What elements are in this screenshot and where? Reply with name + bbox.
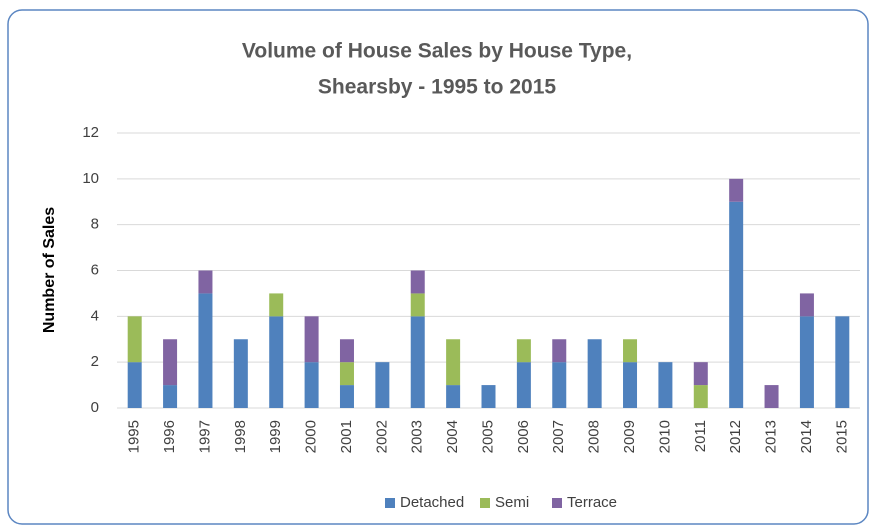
- bar-segment: [764, 385, 779, 408]
- x-tick-label: 2015: [833, 420, 850, 453]
- y-tick-label: 8: [91, 216, 99, 233]
- bar-segment: [481, 385, 496, 408]
- chart-title: Volume of House Sales by House Type,: [242, 40, 632, 63]
- legend-swatch: [480, 498, 490, 508]
- bar-segment: [623, 362, 638, 408]
- bar-segment: [233, 339, 248, 408]
- bar-segment: [446, 339, 461, 386]
- bar-segment: [375, 362, 390, 408]
- x-tick-label: 1998: [232, 420, 249, 453]
- bar-segment: [552, 339, 567, 363]
- x-tick-label: 2012: [727, 420, 744, 453]
- x-tick-label: 2002: [373, 420, 390, 453]
- chart-frame: [7, 9, 869, 525]
- legend-swatch: [552, 498, 562, 508]
- bar-segment: [163, 385, 178, 408]
- bar-segment: [693, 362, 708, 386]
- bar-segment: [799, 316, 814, 408]
- bar-segment: [799, 293, 814, 317]
- bar-segment: [410, 293, 425, 317]
- bar-segment: [198, 270, 213, 294]
- x-tick-label: 2001: [338, 420, 355, 453]
- bar-segment: [304, 316, 319, 363]
- bar-segment: [304, 362, 319, 408]
- bar-segment: [693, 385, 708, 408]
- bar-segment: [729, 178, 744, 202]
- bar-segment: [410, 270, 425, 294]
- chart-title: Shearsby - 1995 to 2015: [318, 76, 556, 99]
- x-tick-label: 2013: [763, 420, 780, 453]
- bar-segment: [623, 339, 638, 363]
- y-tick-label: 6: [91, 261, 99, 278]
- bar-segment: [269, 316, 284, 408]
- bar-segment: [729, 201, 744, 408]
- x-tick-label: 2007: [550, 420, 567, 453]
- x-tick-label: 2000: [303, 420, 320, 453]
- x-tick-label: 2010: [656, 420, 673, 453]
- x-tick-label: 1995: [126, 420, 143, 453]
- y-tick-label: 12: [82, 124, 99, 141]
- x-tick-label: 2005: [479, 420, 496, 453]
- y-tick-label: 2: [91, 353, 99, 370]
- bar-segment: [446, 385, 461, 408]
- x-tick-label: 2004: [444, 420, 461, 453]
- y-tick-label: 0: [91, 399, 99, 416]
- x-tick-label: 1999: [267, 420, 284, 453]
- y-axis-label: Number of Sales: [41, 207, 58, 333]
- x-tick-label: 2009: [621, 420, 638, 453]
- bar-segment: [516, 339, 531, 363]
- bar-segment: [198, 293, 213, 408]
- y-tick-label: 4: [91, 307, 99, 324]
- legend-label: Detached: [400, 494, 464, 511]
- legend-swatch: [385, 498, 395, 508]
- x-tick-label: 1997: [196, 420, 213, 453]
- bar-segment: [835, 316, 850, 408]
- x-tick-label: 1996: [161, 420, 178, 453]
- bar-segment: [658, 362, 673, 408]
- legend-label: Terrace: [567, 494, 617, 511]
- x-tick-label: 2011: [692, 420, 709, 452]
- x-tick-label: 2003: [409, 420, 426, 453]
- bar-segment: [269, 293, 284, 317]
- bar-segment: [163, 339, 178, 386]
- bar-segment: [587, 339, 602, 408]
- y-tick-label: 10: [82, 170, 99, 187]
- legend-label: Semi: [495, 494, 529, 511]
- x-tick-label: 2008: [586, 420, 603, 453]
- bar-segment: [339, 339, 354, 363]
- bar-segment: [410, 316, 425, 408]
- bar-segment: [552, 362, 567, 408]
- bar-segment: [339, 362, 354, 386]
- bar-segment: [127, 316, 142, 363]
- bar-segment: [339, 385, 354, 408]
- x-tick-label: 2014: [798, 420, 815, 453]
- x-tick-label: 2006: [515, 420, 532, 453]
- bar-segment: [516, 362, 531, 408]
- bar-segment: [127, 362, 142, 408]
